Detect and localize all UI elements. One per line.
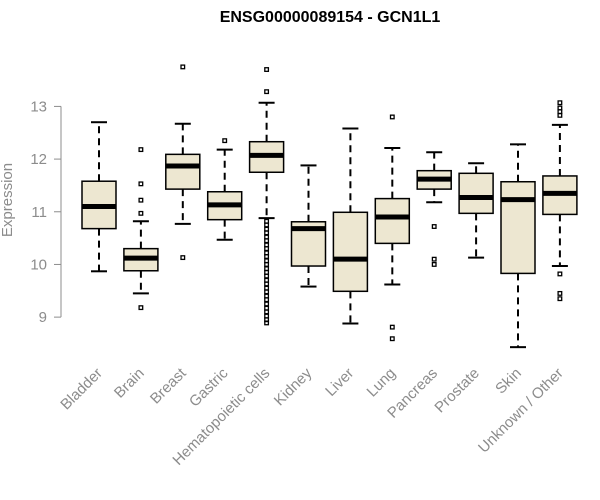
outlier-point bbox=[431, 261, 437, 267]
outlier-point bbox=[138, 305, 144, 311]
outlier-point bbox=[557, 296, 563, 302]
box-hematopoietic-cells bbox=[248, 67, 285, 326]
outlier-point bbox=[389, 324, 395, 330]
outlier-point bbox=[264, 277, 270, 283]
box-breast bbox=[165, 64, 201, 261]
outlier-point bbox=[264, 218, 270, 224]
box-unknown-other bbox=[542, 100, 578, 302]
outlier-point bbox=[264, 234, 270, 240]
y-axis-label: Expression bbox=[0, 163, 16, 237]
iqr-box bbox=[500, 180, 536, 275]
outlier-point bbox=[180, 255, 186, 261]
x-tick-label: Breast bbox=[147, 364, 190, 407]
outlier-point bbox=[264, 305, 270, 311]
outlier-point bbox=[264, 293, 270, 299]
outlier-point bbox=[431, 256, 437, 262]
y-tick-label: 12 bbox=[30, 151, 47, 168]
outlier-point bbox=[222, 138, 228, 144]
box-kidney bbox=[290, 164, 327, 288]
outlier-point bbox=[138, 197, 144, 203]
outlier-point bbox=[431, 224, 437, 229]
outlier-point bbox=[138, 210, 144, 216]
box-brain bbox=[123, 147, 159, 311]
box-skin bbox=[500, 143, 536, 349]
iqr-box bbox=[374, 197, 411, 245]
outlier-point bbox=[138, 147, 144, 153]
outlier-point bbox=[264, 258, 270, 264]
outlier-point bbox=[389, 114, 395, 120]
x-tick-label: Lung bbox=[364, 365, 400, 401]
x-tick-label: Prostate bbox=[431, 365, 483, 417]
box-bladder bbox=[81, 121, 117, 273]
boxes-group bbox=[81, 64, 578, 349]
outlier-point bbox=[557, 290, 563, 296]
iqr-box bbox=[458, 172, 494, 215]
chart-title: ENSG00000089154 - GCN1L1 bbox=[220, 9, 441, 26]
outlier-point bbox=[264, 250, 270, 256]
outlier-point bbox=[557, 271, 563, 277]
iqr-box bbox=[165, 153, 201, 190]
y-tick-label: 9 bbox=[39, 309, 47, 326]
y-axis: 9 10 11 12 13 bbox=[30, 98, 62, 326]
x-tick-label: Bladder bbox=[57, 365, 106, 414]
outlier-point bbox=[180, 64, 186, 70]
outlier-point bbox=[264, 313, 270, 319]
box-liver bbox=[332, 127, 369, 325]
outlier-point bbox=[264, 285, 270, 291]
outlier-point bbox=[557, 105, 563, 111]
x-tick-label: Brain bbox=[111, 365, 148, 402]
outlier-point bbox=[264, 226, 270, 232]
y-tick-label: 11 bbox=[31, 204, 47, 221]
y-tick-label: 10 bbox=[30, 256, 47, 273]
x-tick-label: Kidney bbox=[271, 364, 316, 409]
box-prostate bbox=[458, 162, 494, 259]
outlier-point bbox=[557, 100, 563, 106]
outlier-point bbox=[264, 266, 270, 272]
box-pancreas bbox=[416, 151, 452, 267]
x-tick-label: Skin bbox=[492, 365, 525, 398]
box-gastric bbox=[206, 138, 243, 241]
box-lung bbox=[374, 114, 411, 342]
iqr-box bbox=[332, 211, 369, 293]
outlier-point bbox=[264, 89, 270, 95]
outlier-point bbox=[389, 336, 395, 342]
outlier-point bbox=[264, 67, 270, 72]
x-tick-label: Liver bbox=[322, 365, 357, 400]
outlier-point bbox=[138, 181, 144, 187]
outlier-point bbox=[264, 242, 270, 248]
y-tick-label: 13 bbox=[30, 98, 47, 115]
outlier-point bbox=[264, 301, 270, 307]
